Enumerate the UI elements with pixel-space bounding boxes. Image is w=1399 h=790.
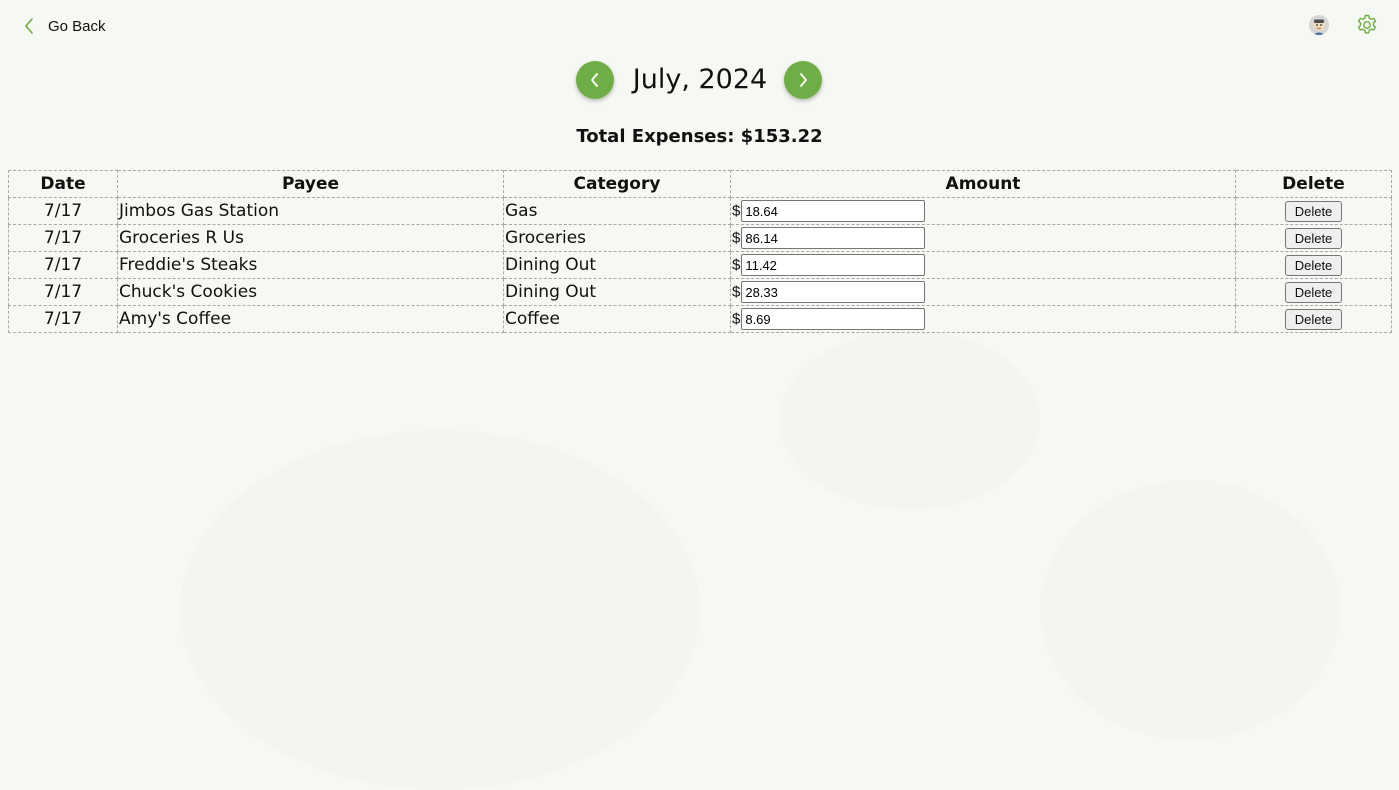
background-shape bbox=[780, 330, 1040, 510]
date-cell: 7/17 bbox=[8, 305, 118, 333]
month-title: July, 2024 bbox=[632, 64, 768, 95]
currency-symbol: $ bbox=[732, 310, 741, 328]
go-back-label: Go Back bbox=[48, 17, 106, 35]
amount-input[interactable] bbox=[741, 308, 926, 330]
payee-cell: Freddie's Steaks bbox=[117, 251, 504, 279]
payee-cell: Jimbos Gas Station bbox=[117, 197, 504, 225]
table-row: 7/17 Freddie's Steaks Dining Out $ Delet… bbox=[8, 251, 1392, 279]
chevron-right-icon bbox=[800, 73, 807, 87]
background-shape bbox=[1040, 480, 1340, 740]
category-cell: Dining Out bbox=[503, 278, 731, 306]
currency-symbol: $ bbox=[732, 283, 741, 301]
delete-cell: Delete bbox=[1235, 278, 1392, 306]
delete-button[interactable]: Delete bbox=[1285, 200, 1342, 222]
delete-button[interactable]: Delete bbox=[1285, 281, 1342, 303]
delete-button[interactable]: Delete bbox=[1285, 227, 1342, 249]
delete-button[interactable]: Delete bbox=[1285, 254, 1342, 276]
amount-input[interactable] bbox=[741, 200, 926, 222]
delete-cell: Delete bbox=[1235, 197, 1392, 225]
payee-cell: Amy's Coffee bbox=[117, 305, 504, 333]
date-cell: 7/17 bbox=[8, 251, 118, 279]
background-shape bbox=[180, 430, 700, 790]
table-row: 7/17 Chuck's Cookies Dining Out $ Delete bbox=[8, 278, 1392, 306]
column-header-category: Category bbox=[503, 170, 731, 198]
date-cell: 7/17 bbox=[8, 197, 118, 225]
category-cell: Groceries bbox=[503, 224, 731, 252]
column-header-delete: Delete bbox=[1235, 170, 1392, 198]
table-row: 7/17 Jimbos Gas Station Gas $ Delete bbox=[8, 197, 1392, 225]
currency-symbol: $ bbox=[732, 202, 741, 220]
go-back-button[interactable]: Go Back bbox=[24, 14, 106, 38]
amount-input[interactable] bbox=[741, 227, 926, 249]
chevron-left-icon bbox=[591, 73, 598, 87]
delete-cell: Delete bbox=[1235, 224, 1392, 252]
date-cell: 7/17 bbox=[8, 224, 118, 252]
previous-month-button[interactable] bbox=[576, 61, 614, 99]
column-header-payee: Payee bbox=[117, 170, 504, 198]
currency-symbol: $ bbox=[732, 229, 741, 247]
amount-input[interactable] bbox=[741, 281, 926, 303]
category-cell: Coffee bbox=[503, 305, 731, 333]
amount-input[interactable] bbox=[741, 254, 926, 276]
delete-cell: Delete bbox=[1235, 305, 1392, 333]
chevron-left-icon bbox=[25, 18, 33, 34]
amount-cell: $ bbox=[730, 251, 1236, 279]
amount-cell: $ bbox=[730, 197, 1236, 225]
amount-cell: $ bbox=[730, 305, 1236, 333]
month-navigation: July, 2024 bbox=[0, 61, 1399, 101]
top-bar: Go Back bbox=[0, 0, 1399, 52]
table-row: 7/17 Groceries R Us Groceries $ Delete bbox=[8, 224, 1392, 252]
column-header-date: Date bbox=[8, 170, 118, 198]
delete-button[interactable]: Delete bbox=[1285, 308, 1342, 330]
avatar-icon[interactable] bbox=[1309, 15, 1329, 35]
amount-cell: $ bbox=[730, 224, 1236, 252]
payee-cell: Groceries R Us bbox=[117, 224, 504, 252]
amount-cell: $ bbox=[730, 278, 1236, 306]
table-header-row: Date Payee Category Amount Delete bbox=[8, 170, 1392, 198]
column-header-amount: Amount bbox=[730, 170, 1236, 198]
gear-icon[interactable] bbox=[1355, 13, 1379, 37]
delete-cell: Delete bbox=[1235, 251, 1392, 279]
currency-symbol: $ bbox=[732, 256, 741, 274]
table-row: 7/17 Amy's Coffee Coffee $ Delete bbox=[8, 305, 1392, 333]
category-cell: Gas bbox=[503, 197, 731, 225]
next-month-button[interactable] bbox=[784, 61, 822, 99]
payee-cell: Chuck's Cookies bbox=[117, 278, 504, 306]
category-cell: Dining Out bbox=[503, 251, 731, 279]
total-expenses: Total Expenses: $153.22 bbox=[576, 126, 823, 147]
expenses-table: Date Payee Category Amount Delete 7/17 J… bbox=[8, 170, 1392, 333]
date-cell: 7/17 bbox=[8, 278, 118, 306]
